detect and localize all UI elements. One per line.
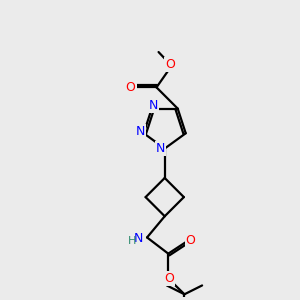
Text: O: O [126,81,136,94]
Text: O: O [164,272,174,286]
Text: N: N [156,142,165,155]
Text: N: N [148,99,158,112]
Text: O: O [165,58,175,71]
Text: H: H [128,236,136,246]
Text: N: N [134,232,143,244]
Text: O: O [186,234,196,247]
Text: N: N [136,125,145,138]
